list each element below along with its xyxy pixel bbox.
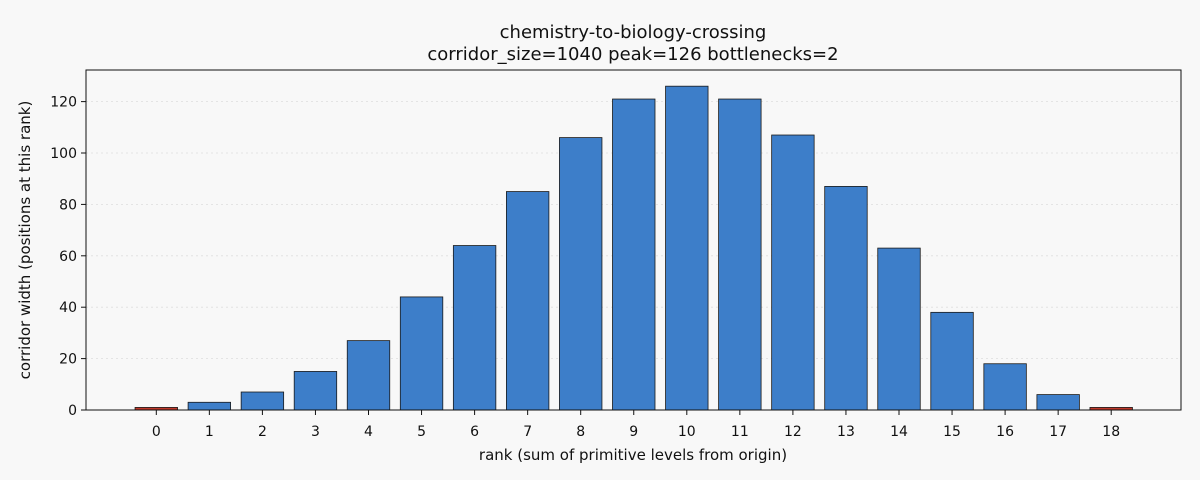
bars bbox=[134, 85, 1133, 411]
bar bbox=[187, 401, 232, 411]
bar bbox=[771, 134, 815, 411]
chart-title: chemistry-to-biology-crossing bbox=[500, 22, 767, 43]
y-tick-label: 120 bbox=[50, 95, 77, 111]
x-tick-label: 9 bbox=[629, 424, 638, 440]
x-axis-ticks: 0 1 2 3 4 5 6 7 8 9 10 11 12 13 14 15 16 17 18 bbox=[152, 410, 1120, 440]
y-tick-label: 80 bbox=[59, 197, 77, 213]
x-tick-label: 4 bbox=[364, 424, 373, 440]
x-tick-label: 10 bbox=[678, 424, 696, 440]
x-axis-label: rank (sum of primitive levels from origi… bbox=[479, 446, 787, 464]
x-tick-label: 12 bbox=[784, 424, 802, 440]
x-tick-label: 16 bbox=[996, 424, 1014, 440]
x-tick-label: 13 bbox=[837, 424, 855, 440]
y-tick-label: 60 bbox=[59, 249, 77, 265]
x-tick-label: 0 bbox=[152, 424, 161, 440]
bar bbox=[824, 186, 868, 411]
chart-subtitle: corridor_size=1040 peak=126 bottlenecks=… bbox=[427, 44, 838, 65]
x-tick-label: 15 bbox=[943, 424, 961, 440]
bar bbox=[240, 391, 285, 411]
x-tick-label: 18 bbox=[1102, 424, 1120, 440]
bar bbox=[877, 247, 921, 411]
x-tick-label: 14 bbox=[890, 424, 908, 440]
bar bbox=[983, 363, 1027, 411]
x-tick-label: 17 bbox=[1049, 424, 1067, 440]
bar bbox=[612, 98, 656, 411]
x-tick-label: 1 bbox=[205, 424, 214, 440]
y-tick-label: 100 bbox=[50, 146, 77, 162]
x-tick-label: 3 bbox=[311, 424, 320, 440]
x-tick-label: 2 bbox=[258, 424, 267, 440]
y-axis-label: corridor width (positions at this rank) bbox=[16, 101, 34, 380]
x-tick-label: 7 bbox=[523, 424, 532, 440]
bar bbox=[346, 340, 391, 411]
bar bbox=[718, 98, 762, 411]
x-tick-label: 8 bbox=[576, 424, 585, 440]
y-tick-label: 20 bbox=[59, 352, 77, 368]
x-tick-label: 6 bbox=[470, 424, 479, 440]
bar bbox=[452, 245, 497, 411]
bar bbox=[399, 296, 444, 411]
x-tick-label: 11 bbox=[731, 424, 749, 440]
y-tick-label: 0 bbox=[68, 403, 77, 419]
y-tick-label: 40 bbox=[59, 300, 77, 316]
y-axis-ticks: 0 20 40 60 80 100 120 bbox=[50, 95, 86, 419]
bar bbox=[1036, 394, 1080, 411]
bar bbox=[665, 85, 709, 411]
bar bbox=[559, 137, 603, 411]
bar bbox=[293, 371, 338, 411]
x-tick-label: 5 bbox=[417, 424, 426, 440]
bar bbox=[930, 311, 974, 411]
bar bbox=[505, 191, 550, 411]
